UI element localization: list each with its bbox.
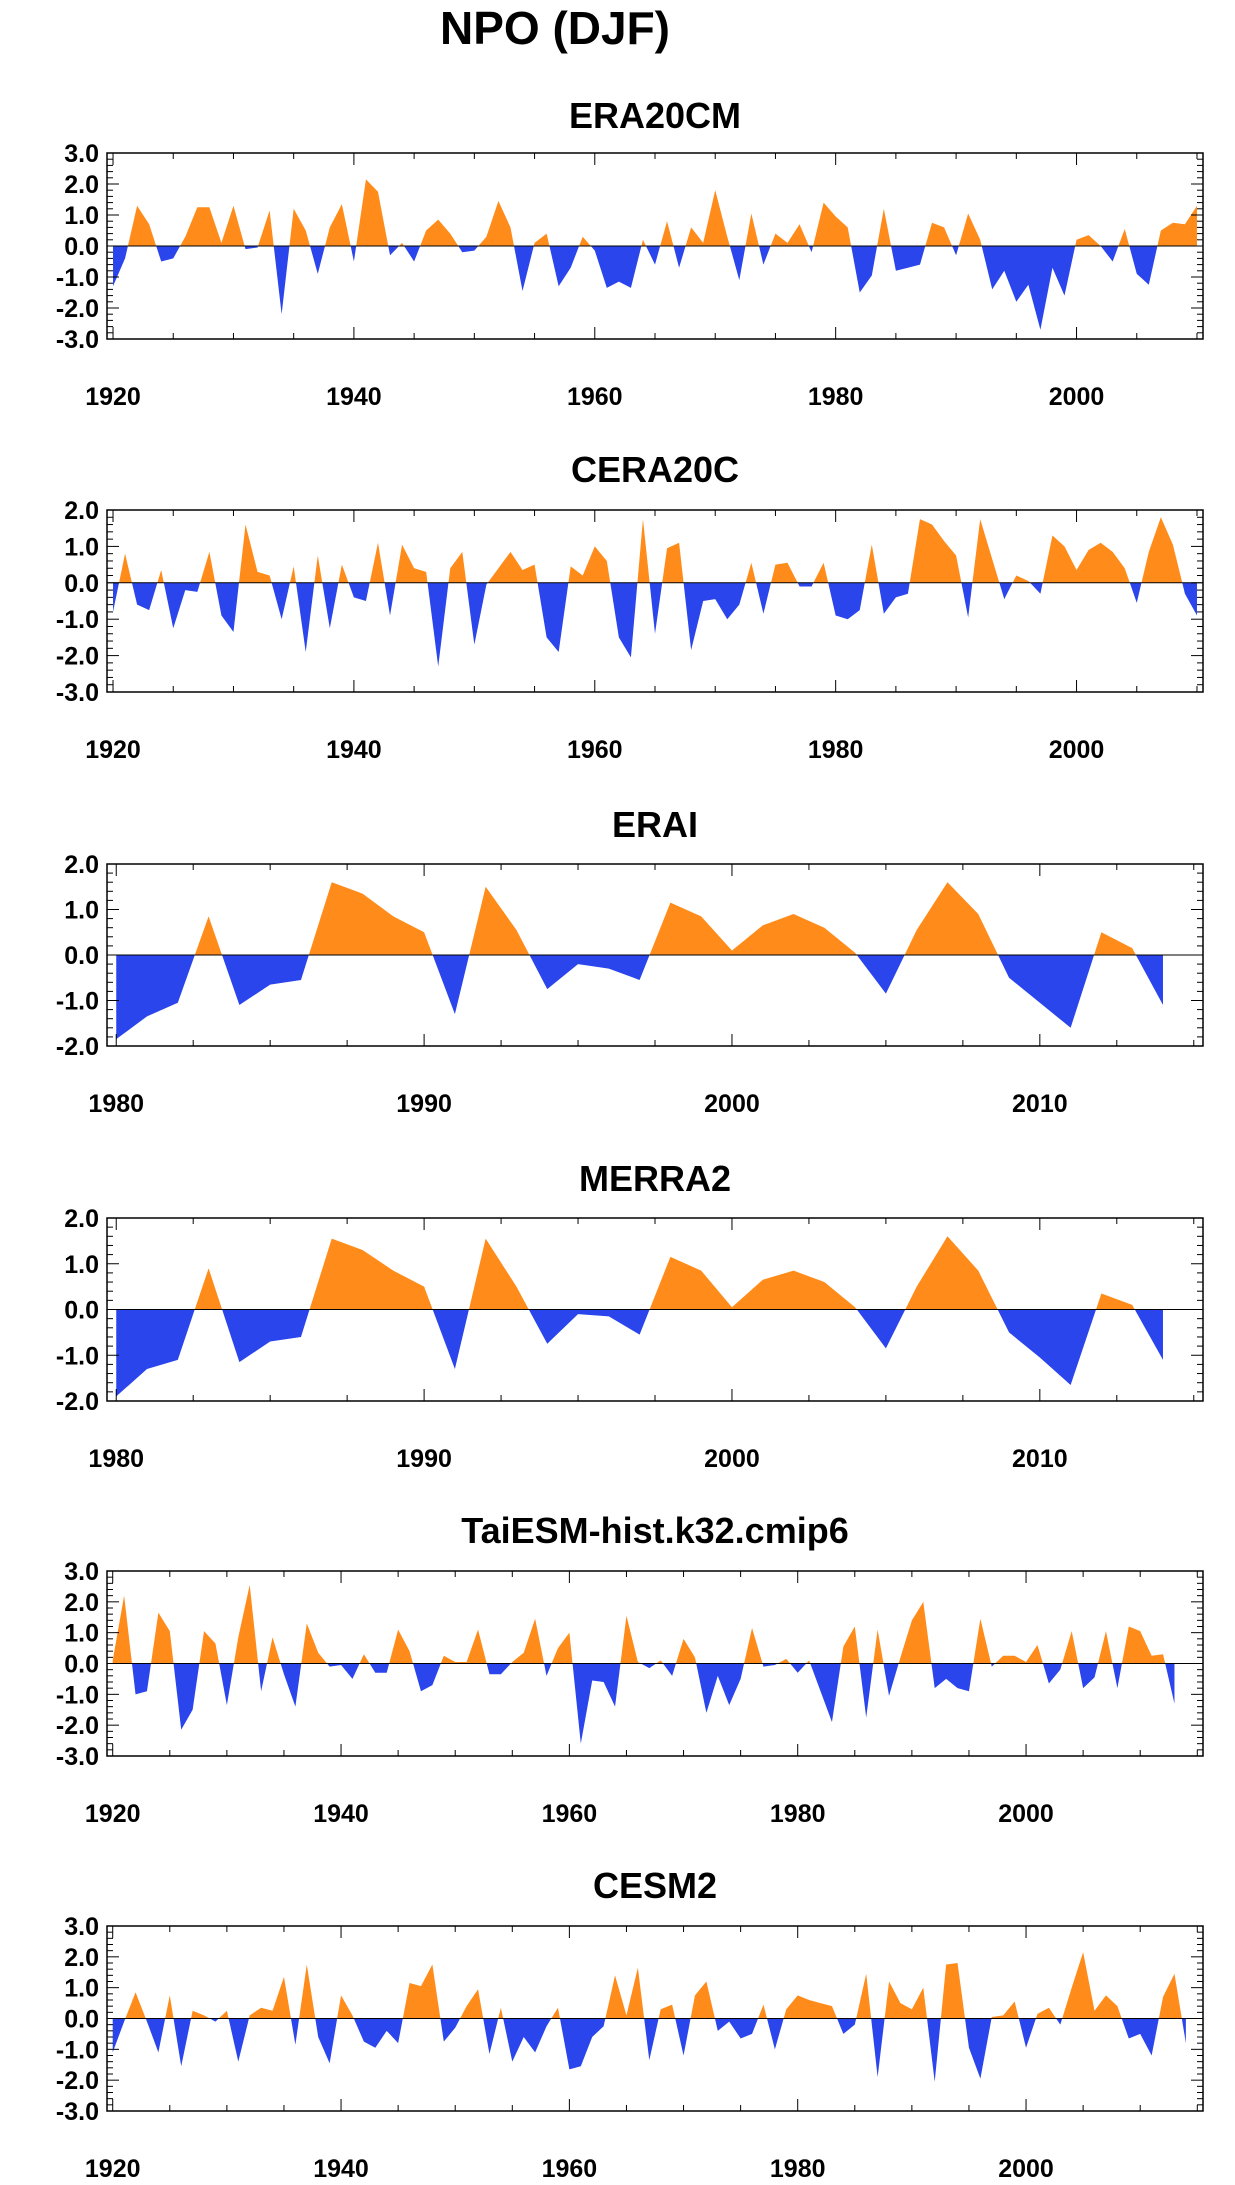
y-tick-label: -2.0 — [56, 1712, 99, 1740]
y-tick-label: 1.0 — [64, 1251, 99, 1279]
x-tick-label: 1920 — [85, 736, 141, 764]
y-tick-label: -1.0 — [56, 606, 99, 634]
panel-title: TaiESM-hist.k32.cmip6 — [461, 1510, 848, 1551]
y-tick-label: 0.0 — [64, 942, 99, 970]
negative-area — [113, 582, 1197, 667]
x-tick-label: 1980 — [808, 383, 864, 411]
x-tick-label: 2000 — [1049, 736, 1105, 764]
y-tick-label: 0.0 — [64, 2006, 99, 2034]
y-tick-label: 0.0 — [64, 233, 99, 261]
panel-4: MERRA2 -2.0 -1.0 0.0 1.0 2.0 1980 1990 2000 2010 — [56, 1158, 1204, 1473]
panel-title: MERRA2 — [579, 1158, 731, 1199]
y-tick-label: -2.0 — [56, 295, 99, 323]
y-tick-label: -1.0 — [56, 1681, 99, 1709]
x-tick-label: 2000 — [998, 2155, 1054, 2183]
positive-area — [113, 179, 1197, 246]
x-tick-label: 1980 — [808, 736, 864, 764]
y-tick-label: -3.0 — [56, 326, 99, 354]
x-tick-label: 1980 — [770, 2155, 826, 2183]
y-tick-label: -2.0 — [56, 1033, 99, 1061]
y-tick-label: -1.0 — [56, 264, 99, 292]
y-tick-label: 0.0 — [64, 1651, 99, 1679]
positive-area — [113, 517, 1197, 583]
x-tick-label: 1940 — [326, 383, 382, 411]
x-tick-label: 1990 — [396, 1445, 452, 1473]
x-tick-label: 2000 — [704, 1090, 760, 1118]
panel-1: ERA20CM -3.0 -2.0 -1.0 0.0 1.0 2.0 3.0 1920 1940 1… — [56, 95, 1204, 411]
x-tick-label: 1920 — [85, 383, 141, 411]
y-tick-label: 0.0 — [64, 570, 99, 598]
figure-title: NPO (DJF) — [440, 2, 670, 54]
negative-area — [116, 1309, 1163, 1397]
y-tick-label: 2.0 — [64, 851, 99, 879]
y-tick-label: 2.0 — [64, 171, 99, 199]
y-tick-label: -2.0 — [56, 1388, 99, 1416]
y-tick-label: 1.0 — [64, 1975, 99, 2003]
negative-area — [116, 955, 1163, 1040]
x-tick-label: 1980 — [88, 1445, 144, 1473]
x-tick-label: 2000 — [704, 1445, 760, 1473]
panel-3: ERAI -2.0 -1.0 0.0 1.0 2.0 1980 1990 2000 2010 — [56, 804, 1204, 1118]
x-tick-label: 1960 — [567, 736, 623, 764]
y-tick-label: -3.0 — [56, 2098, 99, 2126]
negative-area — [112, 2018, 1186, 2082]
positive-area — [112, 1584, 1175, 1664]
y-tick-label: 1.0 — [64, 897, 99, 925]
panel-title: ERA20CM — [569, 95, 741, 136]
positive-area — [116, 1236, 1163, 1310]
y-tick-label: 3.0 — [64, 1913, 99, 1941]
positive-area — [116, 882, 1163, 955]
y-tick-label: 2.0 — [64, 497, 99, 525]
y-tick-label: 2.0 — [64, 1944, 99, 1972]
x-tick-label: 2010 — [1012, 1445, 1068, 1473]
x-tick-label: 1960 — [542, 2155, 598, 2183]
y-tick-label: -3.0 — [56, 1743, 99, 1771]
y-tick-label: 2.0 — [64, 1205, 99, 1233]
x-tick-label: 1920 — [85, 1800, 141, 1828]
x-tick-label: 1940 — [313, 2155, 369, 2183]
negative-area — [112, 1663, 1175, 1744]
y-tick-label: 0.0 — [64, 1297, 99, 1325]
x-tick-label: 2000 — [1049, 383, 1105, 411]
y-tick-label: 3.0 — [64, 1558, 99, 1586]
y-tick-label: -3.0 — [56, 679, 99, 707]
y-tick-label: -2.0 — [56, 643, 99, 671]
x-tick-label: 2000 — [998, 1800, 1054, 1828]
panel-title: ERAI — [612, 804, 698, 845]
x-tick-label: 1990 — [396, 1090, 452, 1118]
y-tick-label: -2.0 — [56, 2067, 99, 2095]
x-tick-label: 1960 — [567, 383, 623, 411]
panel-5: TaiESM-hist.k32.cmip6 -3.0 -2.0 -1.00.0 1.0 2… — [56, 1510, 1204, 1828]
y-tick-label: -1.0 — [56, 988, 99, 1016]
x-tick-label: 1980 — [770, 1800, 826, 1828]
x-tick-label: 1920 — [85, 2155, 141, 2183]
y-tick-label: -1.0 — [56, 2036, 99, 2064]
panel-6: CESM2 -3.0 -2.0 -1.00.0 1.0 2.0 3.0 1920 1940 196… — [56, 1865, 1204, 2183]
x-tick-label: 1940 — [313, 1800, 369, 1828]
negative-area — [113, 246, 1197, 330]
y-tick-label: 1.0 — [64, 533, 99, 561]
y-tick-label: 3.0 — [64, 140, 99, 168]
y-tick-label: 1.0 — [64, 202, 99, 230]
y-tick-label: 2.0 — [64, 1589, 99, 1617]
x-tick-label: 1940 — [326, 736, 382, 764]
x-tick-label: 2010 — [1012, 1090, 1068, 1118]
panel-title: CERA20C — [571, 449, 739, 490]
y-tick-label: 1.0 — [64, 1620, 99, 1648]
x-tick-label: 1980 — [88, 1090, 144, 1118]
x-tick-label: 1960 — [542, 1800, 598, 1828]
panel-2: CERA20C -3.0 -2.0 -1.0 0.0 1.0 2.0 1920 1940 1960… — [56, 449, 1204, 764]
y-tick-label: -1.0 — [56, 1342, 99, 1370]
positive-area — [112, 1952, 1186, 2019]
panel-title: CESM2 — [593, 1865, 717, 1906]
